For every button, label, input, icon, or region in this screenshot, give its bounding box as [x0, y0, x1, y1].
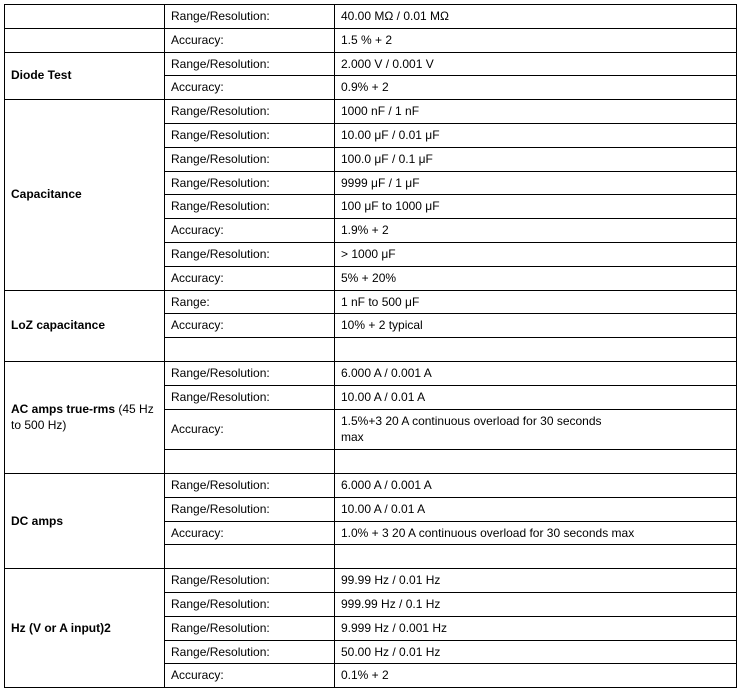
- label-cell: Range/Resolution:: [165, 123, 335, 147]
- value-cell: [335, 338, 737, 362]
- table-row: CapacitanceRange/Resolution:1000 nF / 1 …: [5, 100, 737, 124]
- label-cell: Accuracy:: [165, 28, 335, 52]
- group-cell: DC amps: [5, 473, 165, 568]
- value-cell: 9.999 Hz / 0.001 Hz: [335, 616, 737, 640]
- value-cell: 1.9% + 2: [335, 219, 737, 243]
- value-cell: 1000 nF / 1 nF: [335, 100, 737, 124]
- label-cell: Range/Resolution:: [165, 592, 335, 616]
- group-cell: AC amps true-rms (45 Hz to 500 Hz): [5, 361, 165, 473]
- spec-table: Range/Resolution:40.00 MΩ / 0.01 MΩ Accu…: [4, 4, 737, 688]
- label-cell: Range:: [165, 290, 335, 314]
- value-cell: 10.00 A / 0.01 A: [335, 497, 737, 521]
- label-cell: Range/Resolution:: [165, 100, 335, 124]
- label-cell: Accuracy:: [165, 76, 335, 100]
- value-cell: 40.00 MΩ / 0.01 MΩ: [335, 5, 737, 29]
- label-cell: Accuracy:: [165, 219, 335, 243]
- group-cell: Capacitance: [5, 100, 165, 290]
- table-row: LoZ capacitanceRange:1 nF to 500 μF: [5, 290, 737, 314]
- label-cell: Range/Resolution:: [165, 640, 335, 664]
- label-cell: Range/Resolution:: [165, 361, 335, 385]
- label-cell: Accuracy:: [165, 664, 335, 688]
- value-cell: 1.0% + 3 20 A continuous overload for 30…: [335, 521, 737, 545]
- label-cell: Range/Resolution:: [165, 195, 335, 219]
- value-cell: [335, 545, 737, 569]
- label-cell: Range/Resolution:: [165, 616, 335, 640]
- label-cell: Range/Resolution:: [165, 52, 335, 76]
- group-label: DC amps: [11, 514, 63, 528]
- label-cell: Accuracy:: [165, 521, 335, 545]
- table-row: Accuracy:1.5 % + 2: [5, 28, 737, 52]
- label-cell: [165, 450, 335, 474]
- label-cell: Range/Resolution:: [165, 385, 335, 409]
- value-cell: 0.9% + 2: [335, 76, 737, 100]
- value-cell: 10% + 2 typical: [335, 314, 737, 338]
- label-cell: Accuracy:: [165, 266, 335, 290]
- value-cell: 50.00 Hz / 0.01 Hz: [335, 640, 737, 664]
- value-cell: 1.5%+3 20 A continuous overload for 30 s…: [335, 409, 737, 450]
- value-cell: 5% + 20%: [335, 266, 737, 290]
- value-cell: > 1000 μF: [335, 242, 737, 266]
- value-cell: 6.000 A / 0.001 A: [335, 361, 737, 385]
- value-cell: 6.000 A / 0.001 A: [335, 473, 737, 497]
- value-cell: 99.99 Hz / 0.01 Hz: [335, 569, 737, 593]
- value-cell: 2.000 V / 0.001 V: [335, 52, 737, 76]
- group-label: Diode Test: [11, 68, 71, 82]
- label-cell: Accuracy:: [165, 409, 335, 450]
- group-label: LoZ capacitance: [11, 318, 105, 332]
- group-cell: Hz (V or A input)2: [5, 569, 165, 688]
- value-cell: 999.99 Hz / 0.1 Hz: [335, 592, 737, 616]
- group-cell: LoZ capacitance: [5, 290, 165, 361]
- label-cell: [165, 338, 335, 362]
- value-cell: 10.00 A / 0.01 A: [335, 385, 737, 409]
- group-label: AC amps true-rms: [11, 402, 115, 416]
- table-row: AC amps true-rms (45 Hz to 500 Hz)Range/…: [5, 361, 737, 385]
- table-row: Hz (V or A input)2Range/Resolution:99.99…: [5, 569, 737, 593]
- table-row: Diode TestRange/Resolution:2.000 V / 0.0…: [5, 52, 737, 76]
- spec-table-body: Range/Resolution:40.00 MΩ / 0.01 MΩ Accu…: [5, 5, 737, 688]
- value-cell: 100 μF to 1000 μF: [335, 195, 737, 219]
- label-cell: Range/Resolution:: [165, 569, 335, 593]
- label-cell: Accuracy:: [165, 314, 335, 338]
- label-cell: Range/Resolution:: [165, 242, 335, 266]
- value-cell: 1 nF to 500 μF: [335, 290, 737, 314]
- group-cell: Diode Test: [5, 52, 165, 100]
- group-cell: [5, 5, 165, 29]
- label-cell: Range/Resolution:: [165, 171, 335, 195]
- label-cell: Range/Resolution:: [165, 473, 335, 497]
- value-cell: 9999 μF / 1 μF: [335, 171, 737, 195]
- label-cell: Range/Resolution:: [165, 497, 335, 521]
- value-cell: 1.5 % + 2: [335, 28, 737, 52]
- value-cell: 0.1% + 2: [335, 664, 737, 688]
- group-cell: [5, 28, 165, 52]
- value-cell: 10.00 μF / 0.01 μF: [335, 123, 737, 147]
- label-cell: Range/Resolution:: [165, 5, 335, 29]
- table-row: DC ampsRange/Resolution:6.000 A / 0.001 …: [5, 473, 737, 497]
- table-row: Range/Resolution:40.00 MΩ / 0.01 MΩ: [5, 5, 737, 29]
- value-cell: 100.0 μF / 0.1 μF: [335, 147, 737, 171]
- group-label: Capacitance: [11, 187, 82, 201]
- group-label: Hz (V or A input)2: [11, 621, 111, 635]
- value-cell: [335, 450, 737, 474]
- label-cell: [165, 545, 335, 569]
- label-cell: Range/Resolution:: [165, 147, 335, 171]
